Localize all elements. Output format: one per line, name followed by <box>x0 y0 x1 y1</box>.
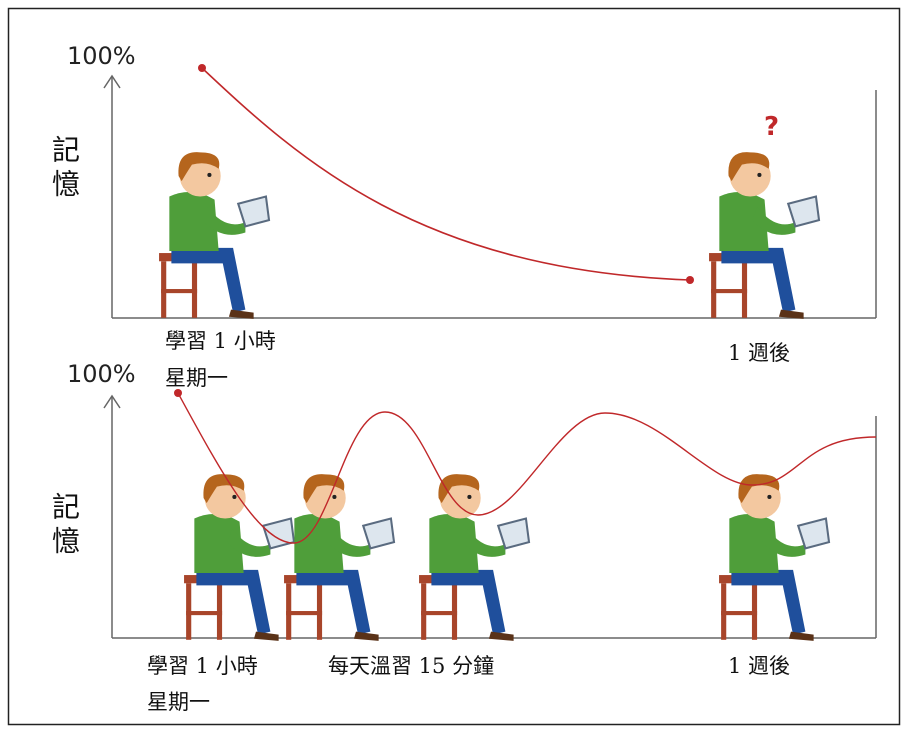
y-label: 記憶 <box>48 135 81 203</box>
end-label: 1 週後 <box>728 654 791 678</box>
question-mark: ? <box>764 112 780 142</box>
review-label: 每天溫習 15 分鐘 <box>328 654 495 678</box>
curve-start <box>174 389 182 397</box>
curve-start <box>198 64 206 72</box>
frame <box>7 7 901 726</box>
student-confused <box>708 151 821 320</box>
start-label: 學習 1 小時 <box>147 654 258 678</box>
student <box>158 151 271 320</box>
student <box>183 473 296 642</box>
student <box>283 473 396 642</box>
start-label: 學習 1 小時 <box>165 329 276 353</box>
forgetting-curve <box>201 67 691 281</box>
end-label: 1 週後 <box>728 341 791 365</box>
max-label: 100% <box>67 42 136 70</box>
curve-end <box>686 276 694 284</box>
top-axes <box>103 74 877 319</box>
review-curve <box>177 392 877 544</box>
day-label: 星期一 <box>165 366 228 390</box>
student <box>718 473 831 642</box>
max-label: 100% <box>67 360 136 388</box>
student <box>418 473 531 642</box>
day-label: 星期一 <box>147 690 210 714</box>
y-label: 記憶 <box>48 492 81 560</box>
